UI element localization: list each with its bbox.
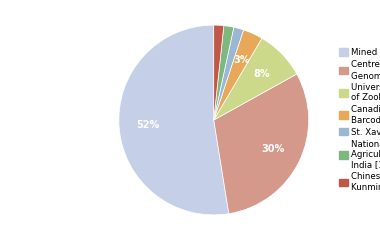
Wedge shape — [214, 26, 234, 120]
Wedge shape — [214, 25, 224, 120]
Wedge shape — [214, 30, 262, 120]
Wedge shape — [214, 27, 244, 120]
Text: 3%: 3% — [233, 54, 249, 65]
Text: 30%: 30% — [262, 144, 285, 154]
Wedge shape — [214, 74, 309, 214]
Wedge shape — [119, 25, 229, 215]
Text: 8%: 8% — [253, 69, 270, 79]
Text: 52%: 52% — [136, 120, 159, 130]
Wedge shape — [214, 38, 297, 120]
Legend: Mined from GenBank, NCBI [31], Centre for Biodiversity
Genomics [18], University: Mined from GenBank, NCBI [31], Centre fo… — [337, 46, 380, 194]
